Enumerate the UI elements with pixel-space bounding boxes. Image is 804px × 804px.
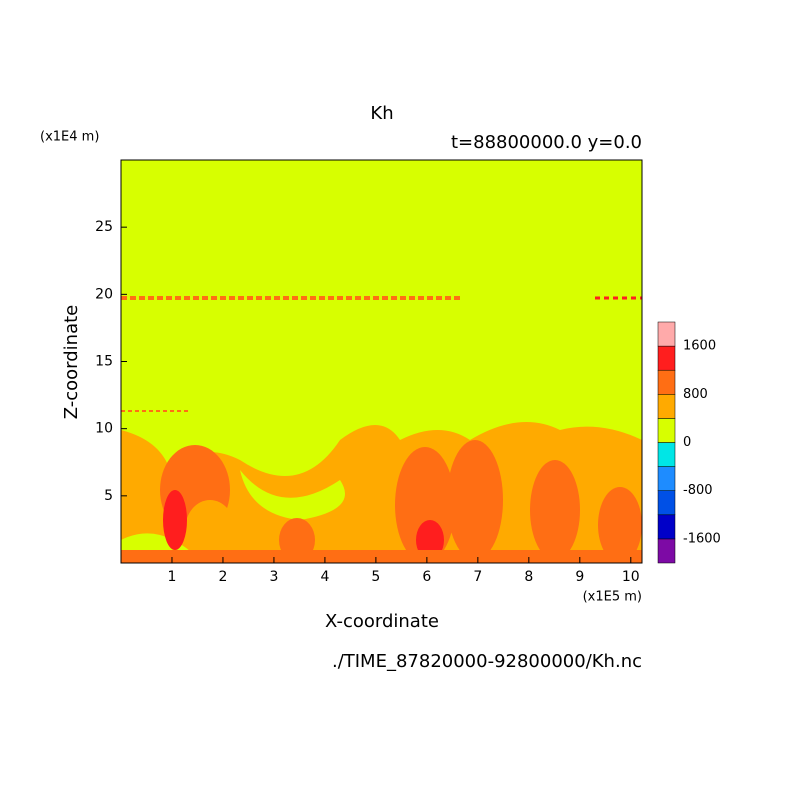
y-unit: (x1E4 m) — [40, 130, 99, 145]
colorbar-label: -1600 — [683, 531, 721, 546]
colorbar-box — [657, 490, 676, 516]
y-tick-label: 10 — [95, 421, 113, 437]
colorbar-box — [657, 394, 676, 419]
x-axis-label: X-coordinate — [325, 611, 439, 632]
y-tick-label: 25 — [95, 219, 113, 235]
x-tick-label: 8 — [524, 569, 533, 585]
x-tick-label: 6 — [422, 569, 431, 585]
colorbar-box — [657, 466, 676, 491]
field-region — [121, 422, 642, 563]
field-region — [121, 550, 642, 563]
colorbar-label: 1600 — [683, 339, 716, 354]
chart-title: Kh — [370, 103, 393, 124]
colorbar-box — [657, 321, 676, 347]
colorbar-label: 800 — [683, 387, 708, 402]
source-file: ./TIME_87820000-92800000/Kh.nc — [332, 651, 642, 672]
x-tick-label: 10 — [622, 569, 640, 585]
x-tick-label: 3 — [269, 569, 278, 585]
colorbar-box — [657, 418, 676, 443]
colorbar-box — [657, 442, 676, 467]
x-tick-label: 2 — [218, 569, 227, 585]
y-tick-label: 20 — [95, 286, 113, 302]
x-tick-label: 5 — [371, 569, 380, 585]
y-tick-label: 5 — [104, 488, 113, 504]
x-tick-label: 1 — [168, 569, 177, 585]
x-tick-label: 7 — [473, 569, 482, 585]
field-region — [185, 500, 235, 560]
colorbar-label: 0 — [683, 435, 691, 450]
field-region — [598, 487, 642, 563]
x-tick-label: 4 — [320, 569, 329, 585]
x-tick-label: 9 — [575, 569, 584, 585]
field-region — [447, 440, 503, 560]
x-unit: (x1E5 m) — [583, 590, 642, 605]
field-region — [163, 490, 187, 550]
colorbar-label: -800 — [683, 483, 713, 498]
colorbar-box — [657, 369, 676, 395]
y-tick-label: 15 — [95, 354, 113, 370]
colorbar-box — [657, 538, 676, 564]
y-axis-label: Z-coordinate — [61, 305, 82, 420]
colorbar-box — [657, 514, 676, 540]
field-region — [530, 460, 580, 560]
chart-subtitle: t=88800000.0 y=0.0 — [451, 132, 642, 153]
contour-field — [121, 160, 642, 563]
colorbar-box — [657, 345, 676, 371]
